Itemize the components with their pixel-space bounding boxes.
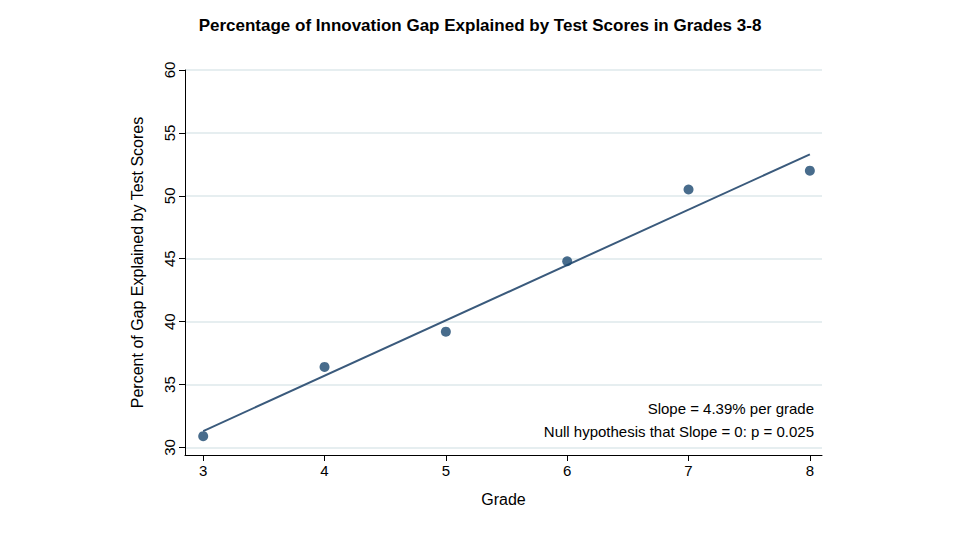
svg-text:5: 5 <box>442 462 450 479</box>
svg-text:60: 60 <box>161 62 178 79</box>
svg-text:55: 55 <box>161 125 178 142</box>
svg-text:50: 50 <box>161 187 178 204</box>
svg-text:40: 40 <box>161 313 178 330</box>
svg-text:Percentage of Innovation Gap E: Percentage of Innovation Gap Explained b… <box>199 16 762 35</box>
svg-text:Grade: Grade <box>481 491 526 508</box>
svg-text:Percent of Gap Explained by Te: Percent of Gap Explained by Test Scores <box>129 117 146 408</box>
svg-text:6: 6 <box>563 462 571 479</box>
svg-text:3: 3 <box>199 462 207 479</box>
svg-text:Null hypothesis that Slope = 0: Null hypothesis that Slope = 0: p = 0.02… <box>544 423 814 440</box>
svg-text:4: 4 <box>320 462 328 479</box>
svg-text:8: 8 <box>806 462 814 479</box>
svg-text:30: 30 <box>161 439 178 456</box>
svg-text:45: 45 <box>161 250 178 267</box>
svg-text:7: 7 <box>684 462 692 479</box>
svg-text:Slope = 4.39% per grade: Slope = 4.39% per grade <box>648 400 814 417</box>
svg-text:35: 35 <box>161 376 178 393</box>
